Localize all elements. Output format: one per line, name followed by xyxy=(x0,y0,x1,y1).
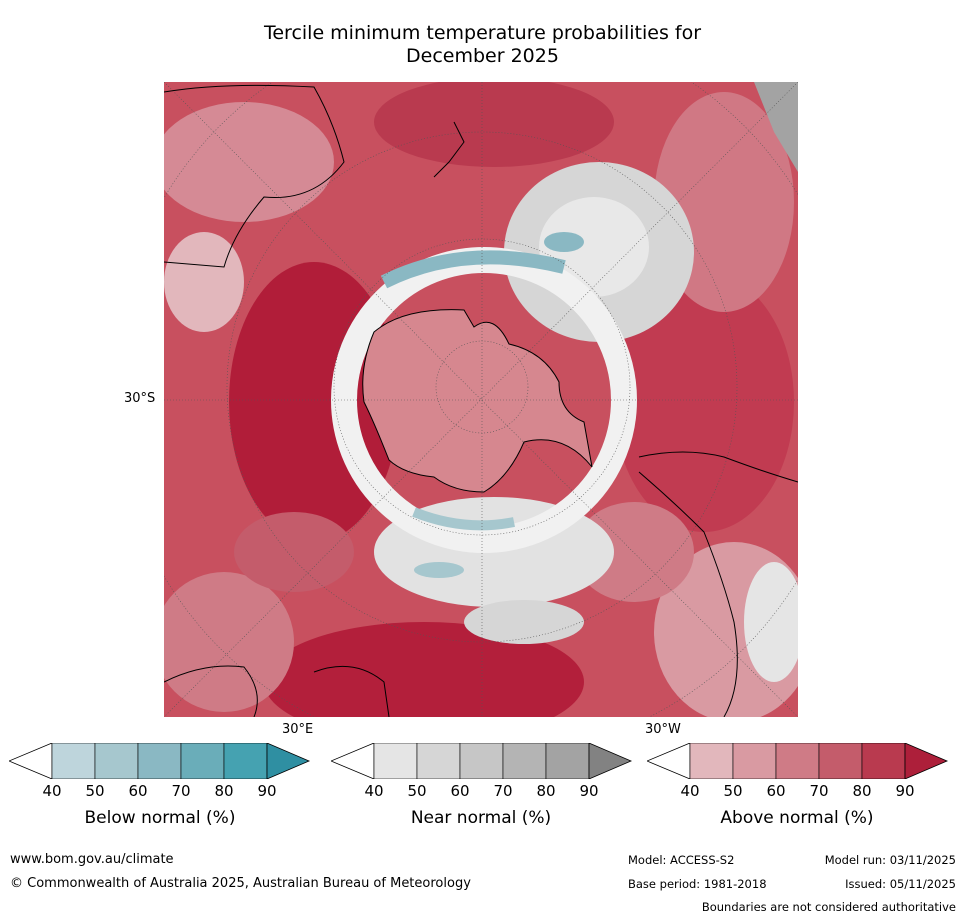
model-run-text: Model run: 03/11/2025 xyxy=(824,853,956,867)
colorbar-under-triangle xyxy=(7,742,53,780)
colorbar-tick-label: 70 xyxy=(493,782,513,800)
lat-label: 30°S xyxy=(124,391,156,406)
colorbar-tick-label: 60 xyxy=(450,782,470,800)
colorbar-segment xyxy=(775,742,820,780)
colorbar-tick-label: 90 xyxy=(579,782,599,800)
colorbar-segment xyxy=(373,742,418,780)
colorbar-tick-label: 40 xyxy=(680,782,700,800)
colorbar-segment xyxy=(732,742,777,780)
above-normal-label: Above normal (%) xyxy=(720,808,874,828)
coastlines xyxy=(164,84,798,717)
colorbar-above-normal xyxy=(645,742,949,783)
graticule xyxy=(164,82,798,717)
colorbar-over-triangle xyxy=(904,742,949,780)
colorbar-below-svg xyxy=(7,742,311,780)
colorbar-tick-label: 70 xyxy=(809,782,829,800)
colorbar-tick-label: 90 xyxy=(895,782,915,800)
copyright-text: © Commonwealth of Australia 2025, Austra… xyxy=(10,876,471,891)
disclaimer-text: Boundaries are not considered authoritat… xyxy=(701,900,956,914)
issued-text: Issued: 05/11/2025 xyxy=(845,877,956,891)
colorbar-tick-label: 40 xyxy=(42,782,62,800)
colorbar-under-triangle xyxy=(645,742,691,780)
colorbar-under-triangle xyxy=(329,742,375,780)
colorbar-tick-label: 50 xyxy=(407,782,427,800)
colorbar-tick-label: 50 xyxy=(723,782,743,800)
colorbar-over-triangle xyxy=(266,742,311,780)
base-period-text: Base period: 1981-2018 xyxy=(628,877,767,891)
colorbar-segment xyxy=(459,742,504,780)
colorbar-above-svg xyxy=(645,742,949,780)
colorbar-near-svg xyxy=(329,742,633,780)
below-normal-label: Below normal (%) xyxy=(84,808,236,828)
colorbar-below-normal xyxy=(7,742,311,783)
probability-map[interactable] xyxy=(164,82,798,717)
colorbar-segment xyxy=(51,742,96,780)
colorbar-segment xyxy=(416,742,461,780)
colorbar-segment xyxy=(502,742,547,780)
colorbar-tick-label: 90 xyxy=(257,782,277,800)
colorbar-segment xyxy=(223,742,268,780)
below-normal-regions xyxy=(380,232,584,578)
antarctica xyxy=(362,309,593,493)
colorbar-tick-label: 40 xyxy=(364,782,384,800)
colorbar-tick-label: 60 xyxy=(766,782,786,800)
colorbar-tick-label: 80 xyxy=(852,782,872,800)
title-line-1: Tercile minimum temperature probabilitie… xyxy=(263,22,702,44)
colorbar-tick-label: 80 xyxy=(536,782,556,800)
colorbar-near-normal xyxy=(329,742,633,783)
colorbar-tick-label: 80 xyxy=(214,782,234,800)
lon-label-30e: 30°E xyxy=(282,722,314,737)
colorbar-segment xyxy=(861,742,906,780)
colorbar-segment xyxy=(818,742,863,780)
colorbar-tick-label: 50 xyxy=(85,782,105,800)
title-line-2: December 2025 xyxy=(406,45,559,67)
colorbar-tick-label: 70 xyxy=(171,782,191,800)
colorbar-segment xyxy=(689,742,734,780)
map-title: Tercile minimum temperature probabilitie… xyxy=(0,22,965,68)
colorbar-segment xyxy=(545,742,590,780)
colorbar-tick-label: 60 xyxy=(128,782,148,800)
website-link[interactable]: www.bom.gov.au/climate xyxy=(10,852,174,867)
colorbar-over-triangle xyxy=(588,742,633,780)
colorbar-segment xyxy=(180,742,225,780)
lon-label-30w: 30°W xyxy=(645,722,681,737)
colorbar-segment xyxy=(94,742,139,780)
near-normal-label: Near normal (%) xyxy=(410,808,552,828)
colorbar-segment xyxy=(137,742,182,780)
model-text: Model: ACCESS-S2 xyxy=(628,853,735,867)
map-svg xyxy=(164,82,798,717)
